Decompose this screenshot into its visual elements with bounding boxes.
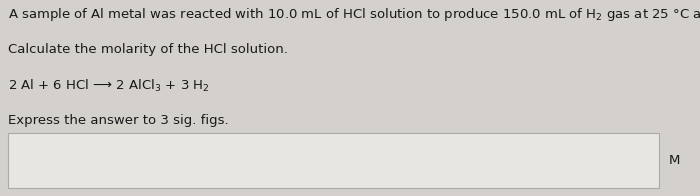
Text: 2 Al + 6 HCl ⟶ 2 AlCl$_3$ + 3 H$_2$: 2 Al + 6 HCl ⟶ 2 AlCl$_3$ + 3 H$_2$ <box>8 78 210 94</box>
Text: A sample of Al metal was reacted with 10.0 mL of HCl solution to produce 150.0 m: A sample of Al metal was reacted with 10… <box>8 6 700 23</box>
Text: M: M <box>669 154 680 167</box>
FancyBboxPatch shape <box>8 133 659 188</box>
Text: Calculate the molarity of the HCl solution.: Calculate the molarity of the HCl soluti… <box>8 43 288 56</box>
Text: Express the answer to 3 sig. figs.: Express the answer to 3 sig. figs. <box>8 114 229 127</box>
